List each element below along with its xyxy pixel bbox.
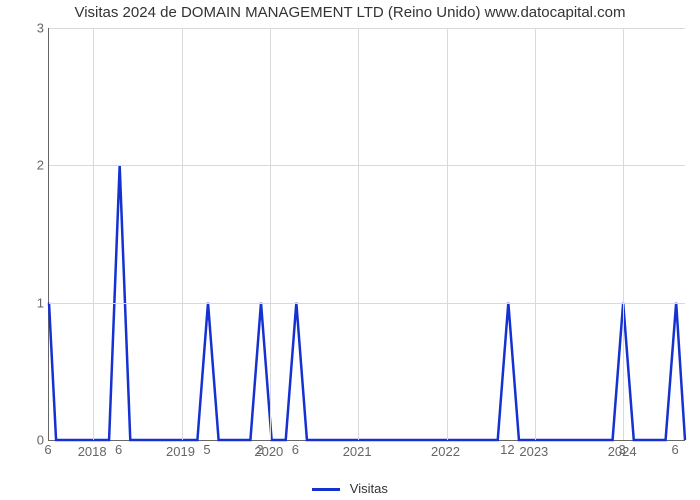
value-label: 6	[672, 442, 679, 457]
grid-h	[49, 28, 685, 29]
x-tick-label: 2023	[519, 444, 548, 459]
legend: Visitas	[0, 481, 700, 496]
grid-h	[49, 165, 685, 166]
value-label: 6	[292, 442, 299, 457]
grid-v	[270, 28, 271, 440]
legend-label: Visitas	[350, 481, 388, 496]
value-label: 2	[256, 442, 263, 457]
x-tick-label: 2022	[431, 444, 460, 459]
value-label: 6	[115, 442, 122, 457]
grid-v	[358, 28, 359, 440]
y-tick-label: 1	[26, 295, 44, 310]
x-tick-label: 2018	[78, 444, 107, 459]
y-tick-label: 0	[26, 433, 44, 448]
grid-v	[447, 28, 448, 440]
x-tick-label: 2019	[166, 444, 195, 459]
value-label: 5	[203, 442, 210, 457]
value-label: 3	[619, 442, 626, 457]
grid-v	[623, 28, 624, 440]
y-tick-label: 3	[26, 21, 44, 36]
value-label: 6	[44, 442, 51, 457]
plot-area	[48, 28, 685, 441]
grid-h	[49, 303, 685, 304]
chart-title: Visitas 2024 de DOMAIN MANAGEMENT LTD (R…	[0, 4, 700, 21]
legend-swatch	[312, 488, 340, 491]
chart-line	[49, 28, 685, 440]
visits-chart: Visitas 2024 de DOMAIN MANAGEMENT LTD (R…	[0, 0, 700, 500]
y-tick-label: 2	[26, 158, 44, 173]
grid-v	[93, 28, 94, 440]
x-tick-label: 2021	[343, 444, 372, 459]
grid-v	[182, 28, 183, 440]
grid-v	[535, 28, 536, 440]
value-label: 12	[500, 442, 514, 457]
